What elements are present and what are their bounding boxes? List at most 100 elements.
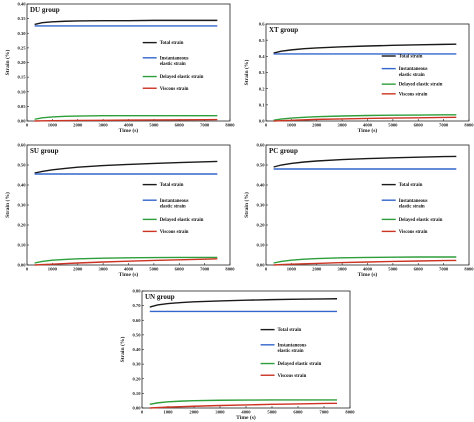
legend-label: Instantaneous [278,343,307,348]
legend-label: Total strain [278,328,302,333]
series-line-total [273,155,457,168]
y-tick-label: 0.60 [256,143,265,148]
x-tick-label: 8000 [225,123,235,128]
legend-label: Viscous strain [160,87,189,92]
y-tick-label: 0.00 [256,263,265,268]
panel-title: PC group [269,147,298,155]
y-tick-label: 0.05 [17,104,26,109]
chart-panel-2: 0 1000 2000 3000 4000 5000 6000 7000 8000 0.00 0.1… [4,143,235,278]
x-tick-label: 3000 [338,267,348,272]
legend-label: Delayed elastic strain [160,75,204,80]
x-tick-label: 7000 [200,123,210,128]
legend-label: elastic strain [160,204,186,209]
y-tick-label: 0.25 [17,45,26,50]
x-tick-label: 7000 [439,267,449,272]
legend-label: Delayed elastic strain [278,362,322,367]
legend-label: elastic strain [278,349,304,354]
x-tick-label: 6000 [414,123,424,128]
x-tick-label: 2000 [312,123,322,128]
x-tick-label: 3000 [215,410,225,415]
legend-label: Total strain [160,183,184,188]
series-line-delayed [149,399,337,406]
x-tick-label: 7000 [319,410,329,415]
series-line-viscous [34,118,218,122]
legend-label: Delayed elastic strain [160,218,204,223]
panel-title: UN group [145,293,175,301]
x-tick-label: 7000 [439,123,449,128]
legend-label: Delayed elastic strain [399,83,443,88]
x-tick-label: 8000 [464,123,474,128]
x-tick-label: 6000 [414,267,424,272]
panel-title: DU group [30,6,60,14]
y-tick-label: 0.15 [17,75,26,80]
plot-frame [26,3,231,122]
x-axis-label: Time (s) [119,127,139,134]
legend-label: Viscous strain [399,92,428,97]
series-line-delayed [273,256,457,264]
x-tick-label: 0 [265,123,268,128]
x-tick-label: 3000 [338,123,348,128]
y-tick-label: 0.30 [17,31,26,36]
x-tick-label: 0 [265,267,268,272]
y-tick-label: 0.3 [259,70,265,75]
plot-frame [265,23,470,122]
x-tick-label: 2000 [73,267,83,272]
legend-label: Total strain [399,183,423,188]
series-line-delayed [34,256,218,264]
x-tick-label: 1000 [287,267,297,272]
x-tick-label: 6000 [293,410,303,415]
x-tick-label: 8000 [464,267,474,272]
plot-frame [141,290,351,409]
plot-frame [26,144,231,266]
y-tick-label: 0.6 [259,22,265,27]
legend-label: Viscous strain [399,230,428,235]
chart-panel-0: 0 1000 2000 3000 4000 5000 6000 7000 8000 0.00 0.0… [4,2,235,134]
x-tick-label: 1000 [48,123,58,128]
x-axis-label: Time (s) [119,271,139,278]
series-line-total [34,19,218,26]
x-tick-label: 4000 [124,123,134,128]
legend-label: elastic strain [399,204,425,209]
series-line-delayed [34,115,218,120]
y-tick-label: 0.20 [17,60,26,65]
y-tick-label: 0.40 [17,2,26,7]
x-tick-label: 5000 [388,123,398,128]
y-tick-label: 0.50 [256,163,265,168]
series-line-viscous [273,116,457,122]
legend-label: elastic strain [160,62,186,67]
y-tick-label: 0.4 [259,54,265,59]
legend-label: Instantaneous [399,67,428,72]
y-tick-label: 0.00 [132,406,141,411]
x-tick-label: 1000 [287,123,297,128]
y-tick-label: 0.40 [256,183,265,188]
x-tick-label: 2000 [312,267,322,272]
x-tick-label: 3000 [99,123,109,128]
y-tick-label: 0.20 [17,223,26,228]
y-tick-label: 0.60 [17,143,26,148]
legend-label: Instantaneous [160,199,189,204]
y-axis-label: Strain (%) [243,192,250,218]
legend-label: Instantaneous [160,56,189,61]
x-tick-label: 4000 [241,410,251,415]
plot-frame [265,144,470,266]
legend-label: Viscous strain [278,374,307,379]
y-tick-label: 0.50 [132,332,141,337]
x-tick-label: 0 [26,123,29,128]
panel-title: SU group [30,147,59,155]
series-line-total [34,160,218,174]
x-tick-label: 4000 [363,123,373,128]
series-line-total [273,43,457,54]
y-axis-label: Strain (%) [119,337,126,363]
series-line-total [149,298,338,308]
y-tick-label: 0.00 [17,119,26,124]
x-tick-label: 1000 [163,410,173,415]
y-tick-label: 0.1 [259,102,265,107]
x-tick-label: 5000 [388,267,398,272]
y-tick-label: 0.10 [256,243,265,248]
x-tick-label: 4000 [363,267,373,272]
legend-label: Total strain [160,41,184,46]
chart-panel-3: 0 1000 2000 3000 4000 5000 6000 7000 8000 0.00 0.1… [243,143,474,278]
y-tick-label: 0.35 [17,16,26,21]
y-tick-label: 0.2 [259,86,265,91]
